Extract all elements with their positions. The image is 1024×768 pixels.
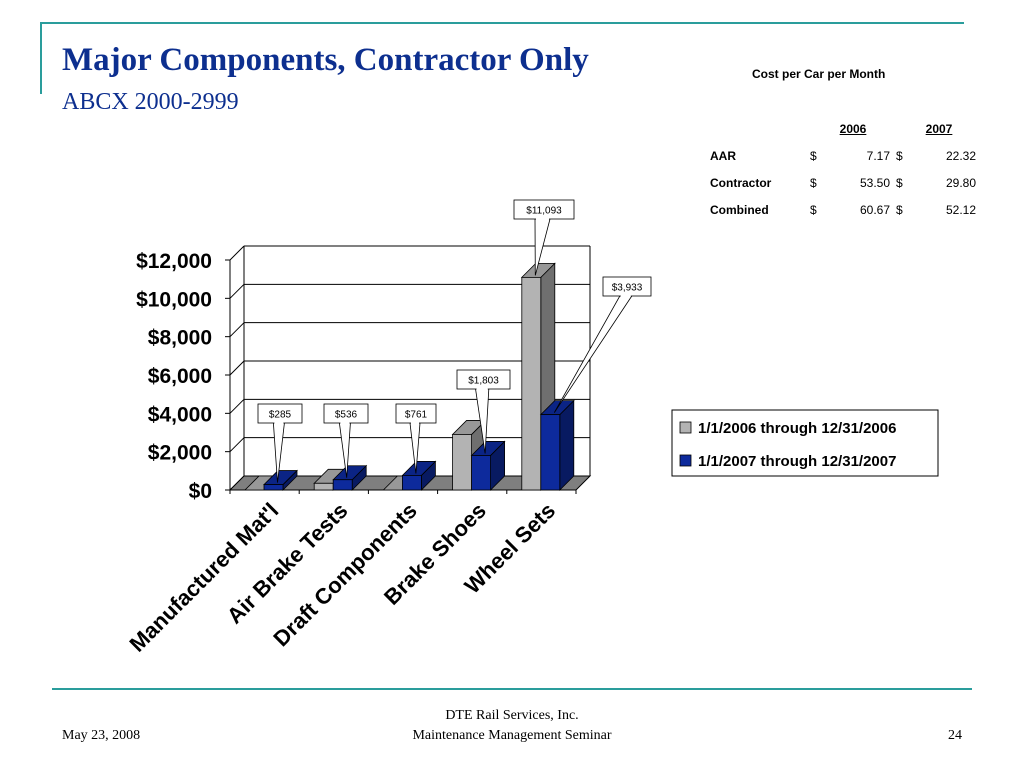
cost-2007-value: 52.12 — [945, 202, 976, 217]
currency-symbol: $ — [896, 202, 903, 217]
y-tick-label: $8,000 — [148, 327, 212, 350]
currency-symbol: $ — [810, 148, 817, 163]
gridline-side — [229, 322, 245, 338]
bar — [452, 434, 473, 491]
page-number: 24 — [948, 728, 962, 743]
gridline-side — [229, 283, 245, 299]
top-rule — [40, 22, 964, 24]
bar — [263, 484, 284, 491]
bar — [313, 482, 334, 491]
footer-seminar: Maintenance Management Seminar — [412, 728, 612, 743]
currency-symbol: $ — [810, 202, 817, 217]
gridline-side — [229, 398, 245, 414]
cost-2006-value: 60.67 — [859, 202, 890, 217]
callout-label: $11,093 — [526, 206, 562, 217]
gridline-side — [229, 360, 245, 376]
cost-2007-value: 29.80 — [945, 175, 976, 190]
cost-table-row: Contractor $ 53.50 $ 29.80 — [704, 169, 982, 196]
bar — [521, 276, 542, 491]
currency-symbol: $ — [896, 148, 903, 163]
y-tick-label: $10,000 — [136, 288, 212, 311]
cost-table-header-row: 2006 2007 — [704, 116, 982, 142]
bar-side — [559, 399, 575, 491]
callout-label: $285 — [269, 410, 292, 421]
y-tick-label: $0 — [189, 480, 212, 503]
bar — [540, 414, 561, 491]
bar — [471, 455, 492, 491]
legend-swatch — [679, 454, 692, 467]
gridline-side — [229, 437, 245, 453]
callout-label: $536 — [335, 410, 358, 421]
cost-table-title: Cost per Car per Month — [752, 67, 886, 81]
cost-table-header-2006: 2006 — [839, 122, 867, 136]
y-tick-label: $12,000 — [136, 250, 212, 273]
slide-subtitle: ABCX 2000-2999 — [62, 89, 239, 115]
y-tick-label: $4,000 — [148, 403, 212, 426]
footer-center: DTE Rail Services, Inc. Maintenance Mana… — [362, 706, 662, 746]
callout-pointer — [553, 295, 633, 413]
currency-symbol: $ — [896, 175, 903, 190]
footer-date: May 23, 2008 — [62, 728, 141, 743]
footer-company: DTE Rail Services, Inc. — [445, 708, 579, 723]
legend-label: 1/1/2007 through 12/31/2007 — [698, 453, 896, 470]
bar-chart: $0 $2,000 $4,000 $6,000 $8,000 $10,000 $12,000… — [125, 199, 939, 657]
y-tick-label: $6,000 — [148, 365, 212, 388]
callout-label: $761 — [405, 410, 428, 421]
cost-2007-value: 22.32 — [945, 148, 976, 163]
bar — [332, 479, 353, 491]
legend-label: 1/1/2006 through 12/31/2006 — [698, 420, 896, 437]
y-tick-label: $2,000 — [148, 442, 212, 465]
cost-row-label: AAR — [710, 148, 736, 163]
cost-table: 2006 2007 AAR $ 7.17 $ 22.32 Contractor … — [704, 116, 982, 223]
callout-label: $3,933 — [612, 283, 643, 294]
cost-2006-value: 53.50 — [859, 175, 890, 190]
cost-table-row: Combined $ 60.67 $ 52.12 — [704, 196, 982, 223]
callout-label: $1,803 — [468, 376, 499, 387]
cost-table-row: AAR $ 7.17 $ 22.32 — [704, 142, 982, 169]
category-label: Air Brake Tests — [222, 498, 353, 629]
legend-swatch — [679, 421, 692, 434]
cost-row-label: Combined — [710, 202, 769, 217]
gridline-side — [229, 245, 245, 261]
cost-table-header-2007: 2007 — [925, 122, 953, 136]
currency-symbol: $ — [810, 175, 817, 190]
cost-2006-value: 7.17 — [866, 148, 890, 163]
left-rule — [40, 22, 42, 94]
legend — [671, 409, 939, 477]
bottom-rule — [52, 688, 972, 690]
cost-row-label: Contractor — [710, 175, 772, 190]
bar — [401, 475, 422, 491]
slide-title: Major Components, Contractor Only — [62, 42, 589, 78]
